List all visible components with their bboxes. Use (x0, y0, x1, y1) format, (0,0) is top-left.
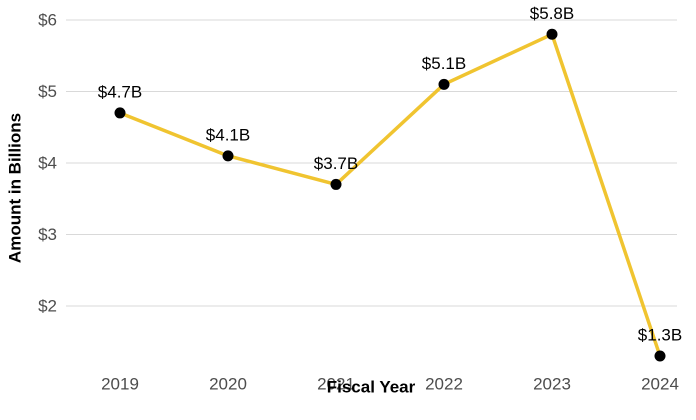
x-tick-label: 2023 (533, 375, 571, 394)
gridlines (66, 19, 677, 307)
data-point (546, 28, 558, 40)
data-point (654, 350, 666, 362)
y-tick-label: $6 (38, 11, 57, 30)
data-point (438, 78, 450, 90)
data-label: $3.7B (314, 154, 358, 173)
y-axis-title: Amount in Billions (6, 113, 25, 263)
y-tick-label: $3 (38, 225, 57, 244)
data-point (114, 107, 126, 119)
data-labels: $4.7B $4.1B $3.7B $5.1B $5.8B $1.3B (98, 4, 682, 345)
x-tick-label: 2022 (425, 375, 463, 394)
data-label: $5.1B (422, 54, 466, 73)
y-tick-label: $4 (38, 153, 57, 172)
data-point (330, 178, 342, 190)
data-points (114, 28, 666, 362)
y-tick-label: $2 (38, 296, 57, 315)
x-axis-title: Fiscal Year (327, 378, 416, 397)
data-label: $5.8B (530, 4, 574, 23)
x-axis-tick-labels: 2019 2020 2021 2022 2023 2024 (101, 375, 679, 394)
series-line (118, 32, 662, 358)
x-tick-label: 2020 (209, 375, 247, 394)
data-point (222, 150, 234, 162)
series-line-path (118, 32, 662, 358)
y-axis-tick-labels: $2 $3 $4 $5 $6 (38, 11, 57, 316)
data-label: $1.3B (638, 326, 682, 345)
x-tick-label: 2024 (641, 375, 679, 394)
data-label: $4.7B (98, 82, 142, 101)
data-label: $4.1B (206, 125, 250, 144)
y-tick-label: $5 (38, 82, 57, 101)
x-tick-label: 2019 (101, 375, 139, 394)
x-tick-label: 2021 (317, 375, 355, 394)
